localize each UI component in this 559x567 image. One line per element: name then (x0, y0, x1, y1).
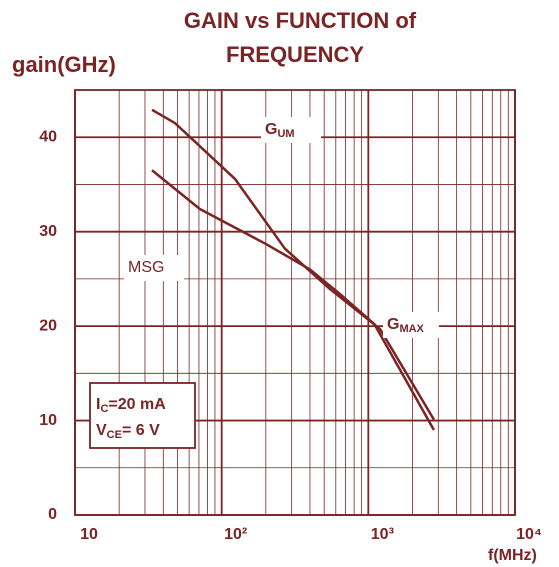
label-background (124, 255, 184, 281)
y-tick-label: 20 (39, 317, 57, 334)
label-background (383, 312, 439, 338)
x-tick-label: 10⁴ (516, 526, 542, 543)
plot-frame (74, 89, 516, 516)
label-background (261, 117, 321, 143)
chart-title: GAIN vs FUNCTION of (184, 8, 417, 33)
condition-text: VCE= 6 V (96, 422, 160, 441)
label-text: MSG (128, 259, 164, 276)
y-axis-label: gain(GHz) (12, 52, 116, 77)
chart-subtitle: FREQUENCY (226, 42, 364, 67)
x-tick-label: 10² (224, 526, 247, 543)
y-tick-label: 30 (39, 223, 57, 240)
x-tick-label: 10 (80, 526, 98, 543)
y-tick-label: 40 (39, 128, 57, 145)
condition-text: IC=20 mA (96, 396, 166, 415)
x-tick-label: 10³ (371, 526, 394, 543)
y-tick-label: 0 (48, 506, 57, 523)
series-line (151, 108, 435, 421)
label-text: GMAX (387, 316, 425, 335)
series-label: MSG (124, 255, 184, 281)
series-label: GMAX (383, 312, 439, 338)
series-line (151, 169, 436, 431)
conditions-box (89, 382, 196, 449)
series-label: GUM (261, 117, 321, 143)
y-tick-label: 10 (39, 412, 57, 429)
x-axis-label: f(MHz) (488, 547, 537, 564)
label-text: GUM (265, 121, 295, 140)
